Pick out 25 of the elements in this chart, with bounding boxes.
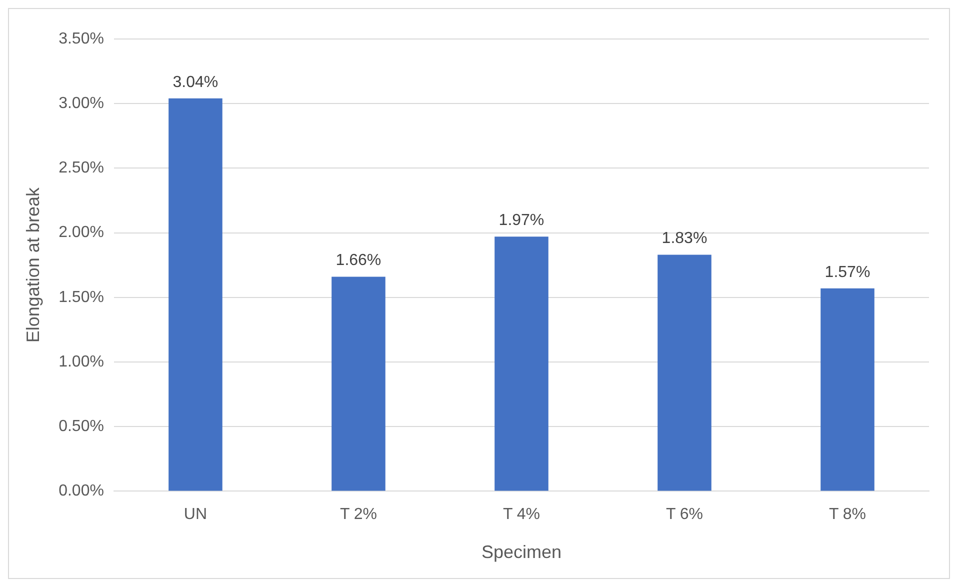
- x-axis-title: Specimen: [481, 542, 562, 562]
- data-label: 1.83%: [662, 230, 708, 248]
- data-label: 3.04%: [172, 74, 218, 91]
- x-tick-label: T 8%: [828, 506, 866, 524]
- y-tick-label: 0.00%: [58, 482, 104, 500]
- data-label: 1.66%: [336, 252, 382, 270]
- x-tick-label: T 6%: [666, 506, 704, 524]
- x-tick-label: T 4%: [502, 506, 540, 524]
- bar: [494, 236, 548, 491]
- y-tick-label: 2.50%: [58, 160, 104, 177]
- bar: [820, 288, 874, 491]
- bar: [658, 254, 712, 491]
- data-label: 1.57%: [824, 264, 870, 281]
- bar: [332, 276, 386, 491]
- y-tick-label: 0.50%: [58, 418, 104, 436]
- y-axis-title: Elongation at break: [22, 186, 43, 343]
- bar: [168, 98, 222, 491]
- x-tick-label: T 2%: [340, 506, 378, 524]
- data-label: 1.97%: [498, 212, 544, 230]
- y-tick-label: 1.50%: [58, 288, 104, 306]
- x-tick-label: UN: [184, 506, 208, 524]
- y-tick-label: 3.00%: [58, 95, 104, 112]
- y-tick-label: 2.00%: [58, 224, 104, 242]
- y-tick-label: 3.50%: [58, 30, 104, 48]
- y-tick-label: 1.00%: [58, 353, 104, 370]
